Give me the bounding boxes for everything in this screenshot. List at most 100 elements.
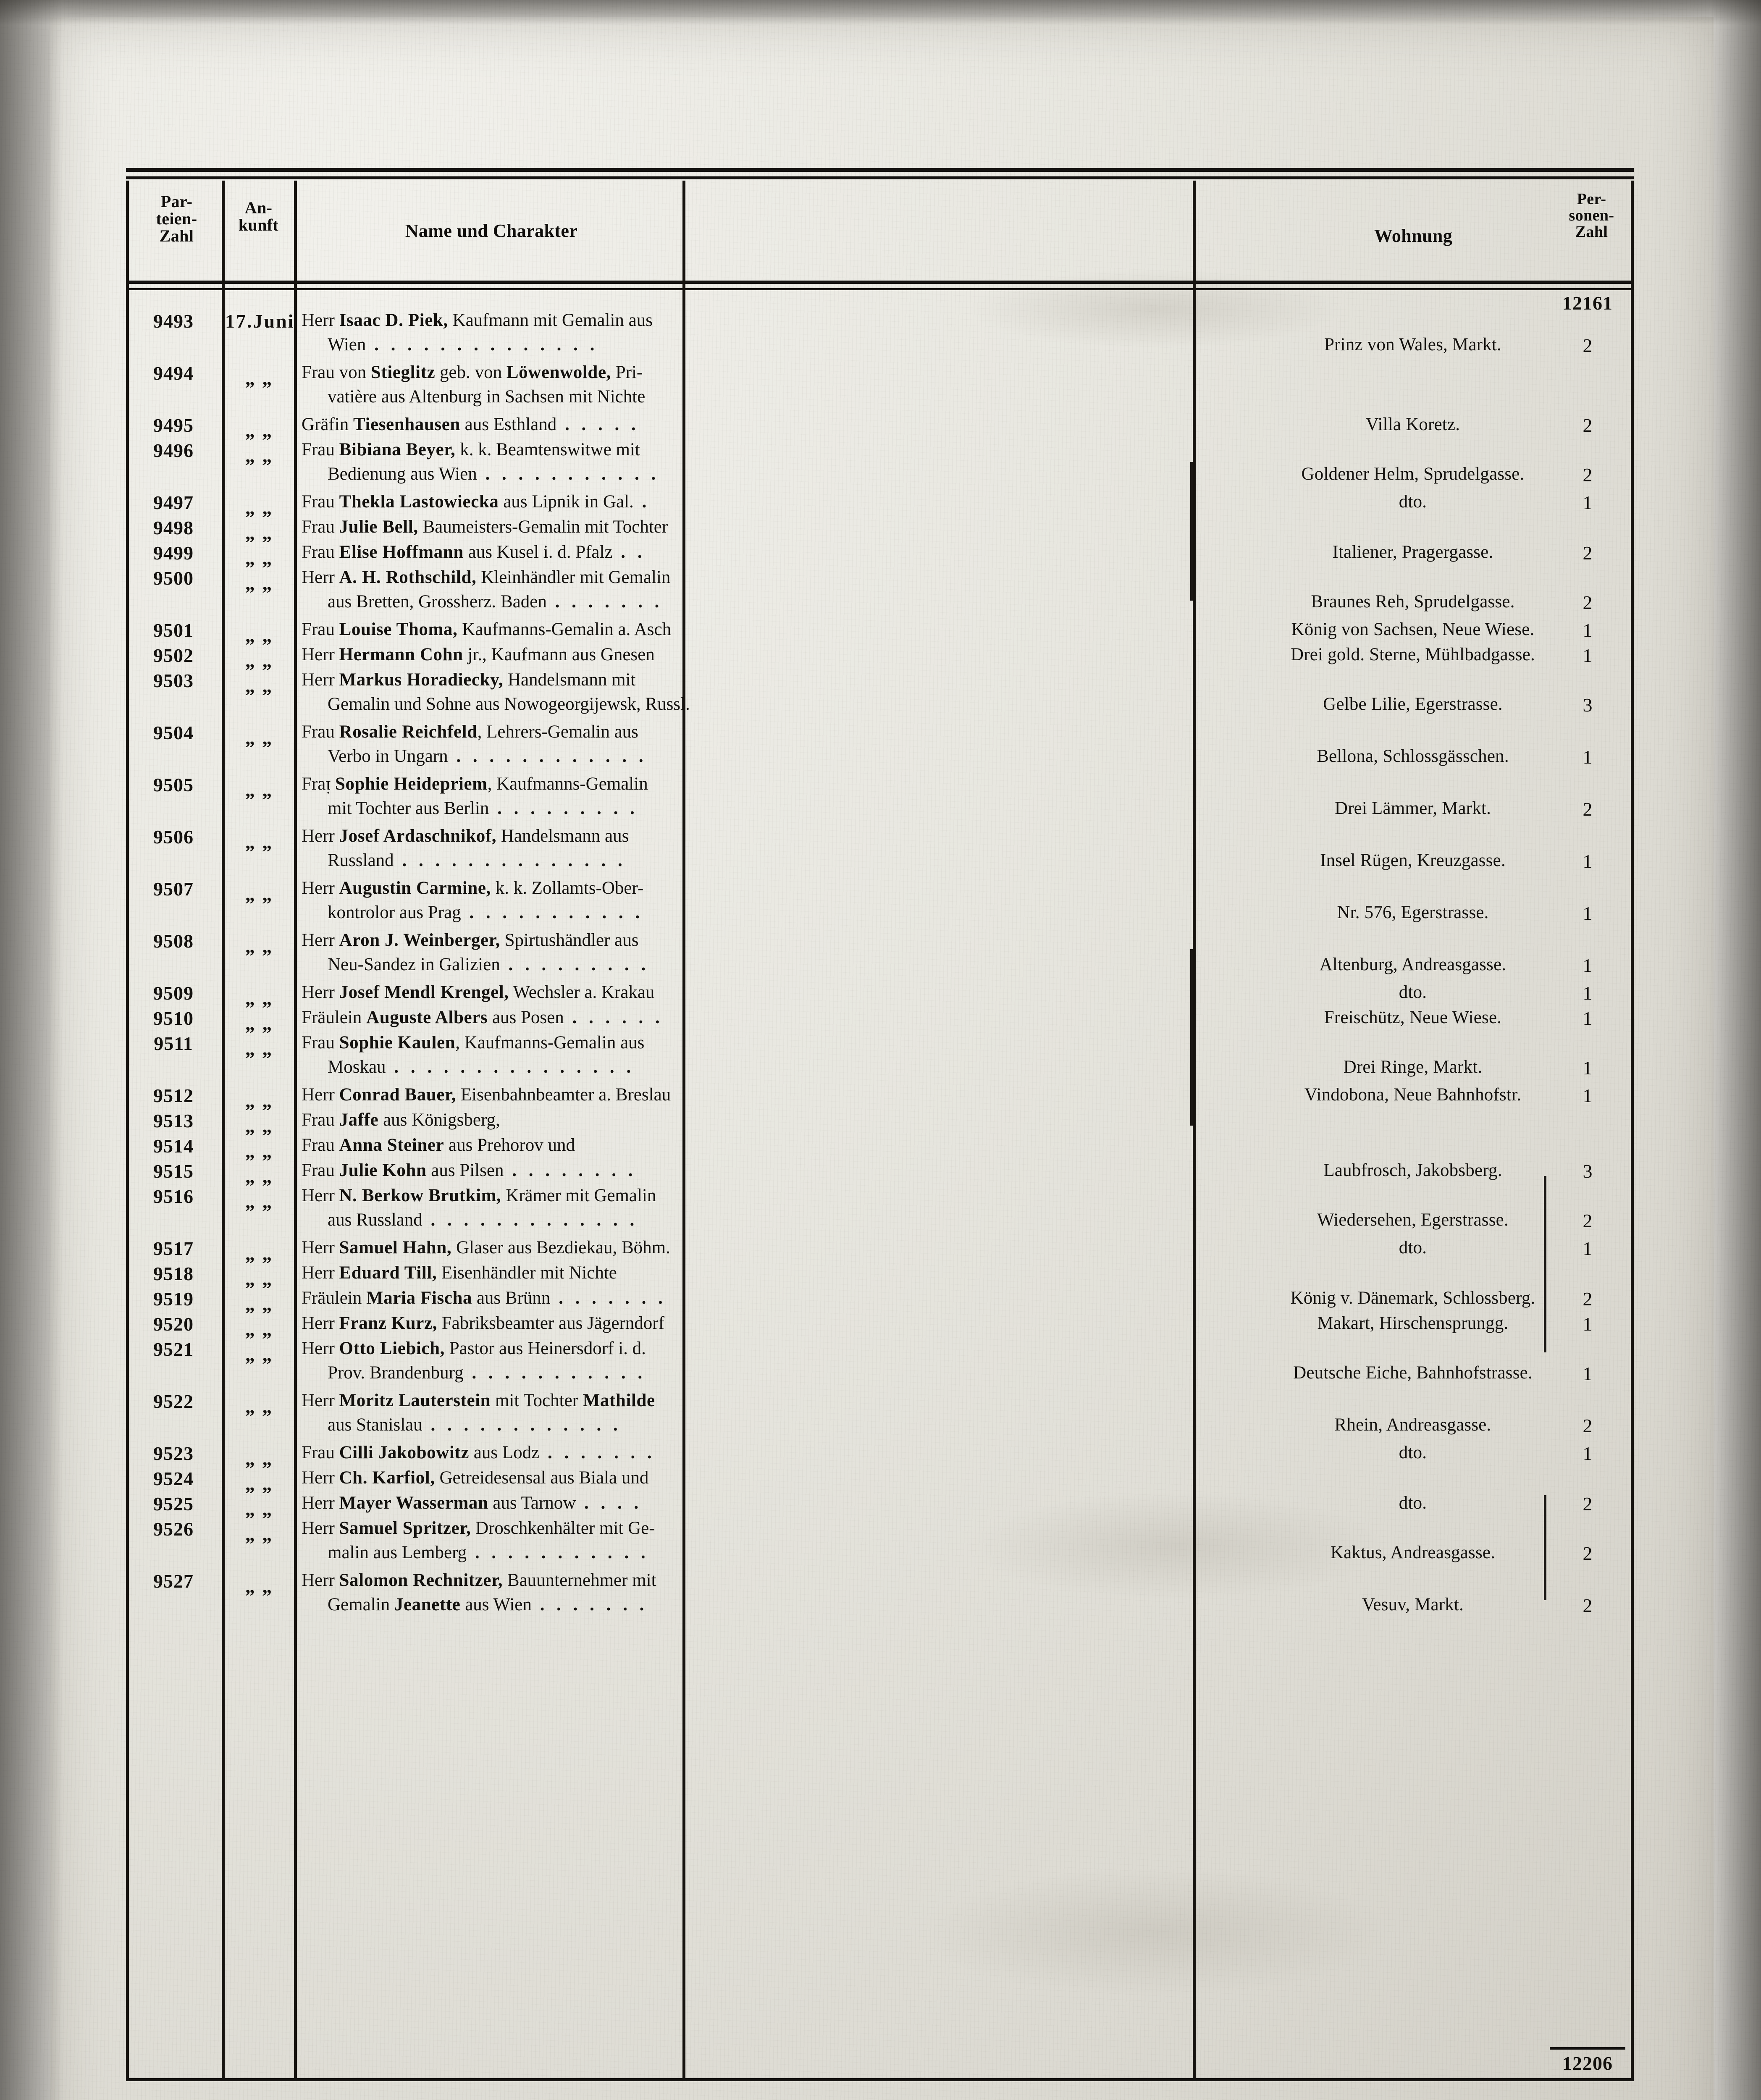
ankunft-ditto-mark: „ „	[245, 1575, 273, 1597]
wohnung-value: Drei Ringe, Markt.	[1343, 1057, 1483, 1077]
entry-text: Frau	[302, 517, 339, 537]
leader-dots: . . . . . . . . . . . . . .	[366, 335, 598, 354]
ankunft-ditto-mark: „ „	[245, 1473, 273, 1494]
ankunft-ditto-mark: „ „	[245, 727, 273, 748]
ankunft-ditto-mark: „ „	[245, 1268, 273, 1289]
guest-name: Mayer Wasserman	[339, 1493, 488, 1513]
personen-zahl-value: 1	[1583, 955, 1593, 976]
wohnung-value: Gelbe Lilie, Egerstrasse.	[1323, 694, 1503, 714]
entry-text: Eisenhändler mit Nichte	[437, 1263, 617, 1283]
guest-name: Samuel Hahn,	[339, 1238, 452, 1257]
guest-name: Franz Kurz,	[339, 1313, 438, 1333]
guest-name: Elise Hoffmann	[339, 542, 464, 562]
entry-name-line: Herr Markus Horadiecky, Handelsmann mit	[302, 669, 680, 690]
entry-text: Kaufmanns-Gemalin a. Asch	[457, 620, 672, 639]
entry-text: Herr	[302, 982, 339, 1002]
ankunft-ditto-mark: „ „	[245, 547, 273, 569]
wohnung-value: dto.	[1399, 1238, 1427, 1257]
table-border-left	[126, 181, 129, 2078]
entry-text: aus Bretten, Grossherz. Baden	[328, 592, 547, 612]
guest-name: A. H. Rothschild,	[339, 567, 477, 587]
guest-name: Salomon Rechnitzer,	[339, 1570, 503, 1590]
wohnung-value: dto.	[1399, 1493, 1427, 1513]
parteien-zahl-value: 9499	[153, 542, 194, 564]
column-header-wohnung: Wohnung	[1374, 226, 1453, 246]
guest-name: Aron J. Weinberger,	[339, 930, 500, 950]
entry-name-line: Herr Josef Ardaschnikof, Handelsmann aus	[302, 826, 680, 846]
column-divider-parteien-ankunft	[222, 181, 225, 2078]
personen-zahl-value: 2	[1583, 464, 1593, 486]
guest-name: Moritz Lauterstein	[339, 1391, 491, 1410]
entry-text: , Lehrers-Gemalin aus	[477, 722, 638, 742]
entry-text: geb. von	[435, 362, 507, 382]
leader-dots: . . . . . . . .	[504, 1160, 637, 1180]
entry-text: Kaufmann mit Gemalin aus	[448, 310, 653, 330]
leader-dots: . . . . . . . . . . .	[467, 1543, 649, 1562]
guest-name: Tiesenhausen	[353, 415, 460, 434]
entry-text: Krämer mit Gemalin	[501, 1186, 656, 1205]
leader-dots: . . . . . . . . . . . . . .	[394, 850, 626, 870]
guest-name: Otto Liebich,	[339, 1339, 445, 1358]
entry-text: Handelsmann aus	[496, 826, 629, 846]
leader-dots: . . . . . . .	[531, 1595, 648, 1614]
entry-name-line: Herr Franz Kurz, Fabriksbeamter aus Jäge…	[302, 1313, 680, 1334]
wohnung-value: Rhein, Andreasgasse.	[1334, 1415, 1491, 1435]
entry-text: Frau	[302, 1110, 339, 1130]
parteien-zahl-value: 9512	[153, 1085, 194, 1106]
entry-name-line: Herr N. Berkow Brutkim, Krämer mit Gemal…	[302, 1185, 680, 1206]
wohnung-value: Freischütz, Neue Wiese.	[1324, 1008, 1502, 1027]
entry-text: Frau von	[302, 362, 371, 382]
leader-dots: . . . .	[576, 1493, 643, 1513]
entry-name-line: Fräulein Auguste Albers aus Posen . . . …	[302, 1007, 680, 1028]
table-bottom-rule	[126, 2078, 1634, 2081]
guest-name: Löwenwolde,	[506, 362, 611, 382]
guest-name: Hermann Cohn	[339, 645, 463, 664]
guest-name: Louise Thoma,	[339, 620, 458, 639]
ankunft-ditto-mark: „ „	[245, 1344, 273, 1365]
entry-text: Herr	[302, 1238, 339, 1257]
entry-name-line: malin aus Lemberg . . . . . . . . . . .	[302, 1542, 706, 1563]
entry-text: aus Pilsen	[426, 1160, 504, 1180]
personen-zahl-value: 1	[1583, 1443, 1593, 1464]
column-header-parteien-zahl: Par- teien- Zahl	[134, 193, 220, 244]
leader-dots: . . . . . . . . . . .	[461, 903, 644, 922]
personen-zahl-value: 3	[1583, 1160, 1593, 1182]
entry-text: Russland	[328, 850, 394, 870]
personen-zahl-value: 1	[1583, 1085, 1593, 1106]
entry-text: Fraᴉ	[302, 774, 336, 794]
leader-dots: . . . . . . . . .	[500, 955, 650, 974]
wohnung-value: Laubfrosch, Jakobsberg.	[1323, 1160, 1502, 1180]
ankunft-ditto-mark: „ „	[245, 1090, 273, 1111]
header-line: Par-	[160, 192, 193, 211]
entry-name-line: Herr Hermann Cohn jr., Kaufmann aus Gnes…	[302, 644, 680, 665]
leader-dots: . . . . . . .	[539, 1443, 656, 1462]
header-line: Per-	[1577, 190, 1606, 208]
partial-divider-segment	[1544, 1176, 1546, 1352]
entry-text: Gemalin	[328, 1595, 394, 1614]
guest-name: Julie Bell,	[339, 517, 418, 537]
personen-zahl-value: 1	[1583, 1363, 1593, 1384]
entry-name-line: Frau Jaffe aus Königsberg,	[302, 1110, 680, 1130]
entry-text: Frau	[302, 620, 339, 639]
parteien-zahl-value: 9509	[153, 982, 194, 1004]
wohnung-value: Bellona, Schlossgässchen.	[1317, 746, 1509, 766]
entry-text: Herr	[302, 930, 339, 950]
ankunft-ditto-mark: „ „	[245, 831, 273, 853]
personen-zahl-value: 1	[1583, 1008, 1593, 1029]
parteien-zahl-value: 9522	[153, 1391, 194, 1412]
wohnung-value: Villa Koretz.	[1365, 415, 1460, 434]
column-header-ankunft: An- kunft	[226, 199, 291, 234]
column-divider-ankunft-name	[294, 181, 297, 2078]
entry-text: aus Wien	[460, 1595, 532, 1614]
guest-name: Conrad Bauer,	[339, 1085, 457, 1105]
personen-zahl-value: 2	[1583, 1595, 1593, 1616]
entry-text: Wechsler a. Krakau	[509, 982, 655, 1002]
ankunft-ditto-mark: „ „	[245, 987, 273, 1009]
ankunft-ditto-mark: „ „	[245, 445, 273, 466]
wohnung-value: Kaktus, Andreasgasse.	[1330, 1543, 1496, 1562]
partial-divider-segment	[1190, 949, 1193, 1126]
parteien-zahl-value: 9504	[153, 722, 194, 743]
guest-name: Anna Steiner	[339, 1135, 444, 1155]
personen-zahl-value: 1	[1583, 492, 1593, 513]
entry-text: mit Tochter	[491, 1391, 583, 1410]
